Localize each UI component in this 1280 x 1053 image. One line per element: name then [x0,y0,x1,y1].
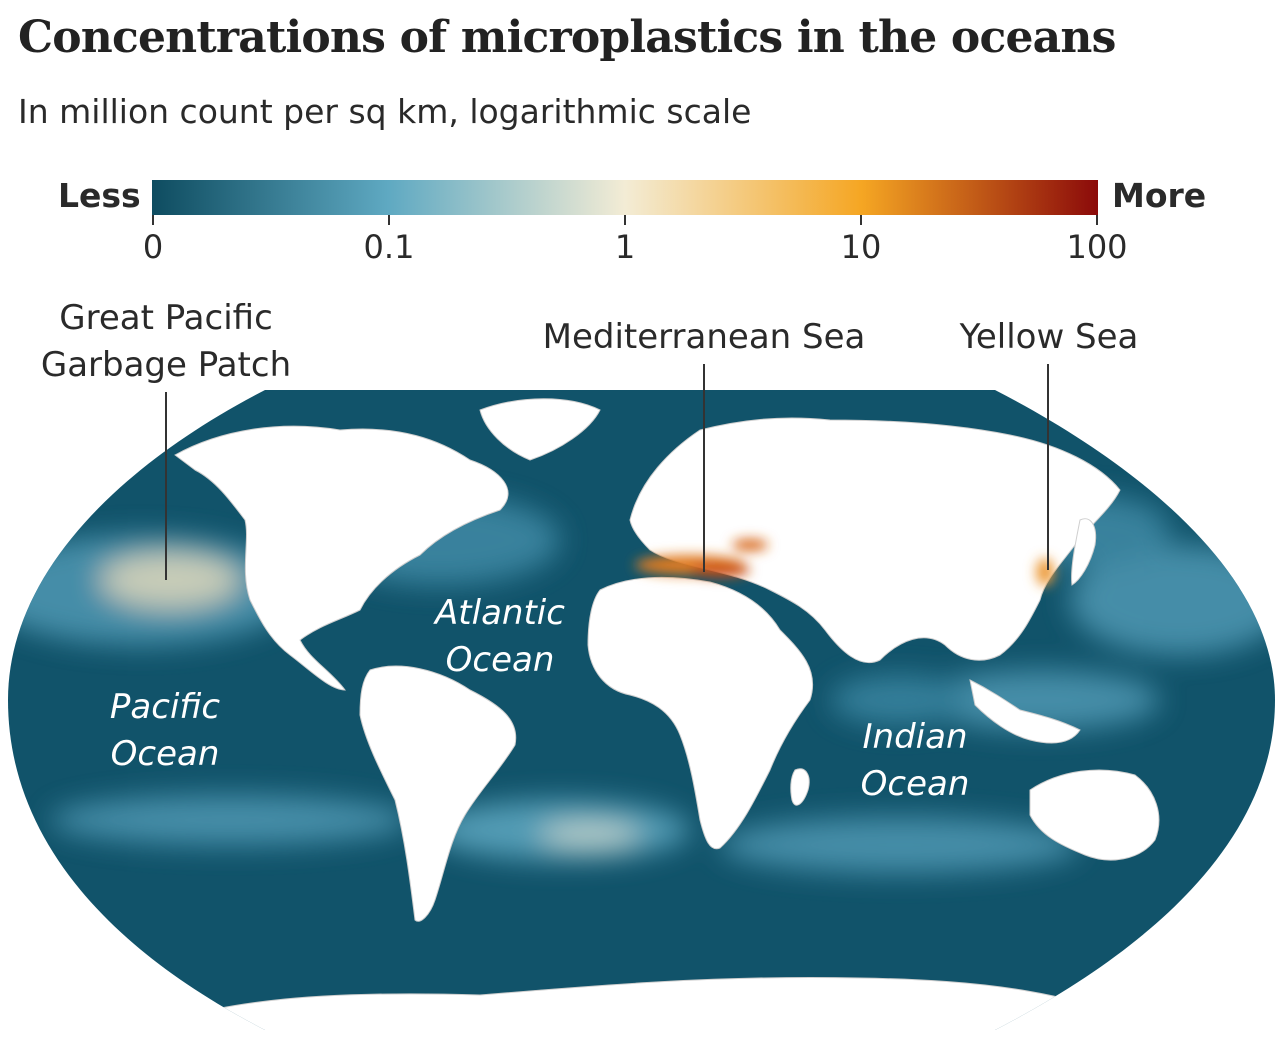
indian-ocean-label: Indian Ocean [820,714,1010,808]
legend-less-label: Less [58,176,141,215]
pacific-patch-line2: Garbage Patch [40,345,292,385]
atlantic-line2: Ocean [445,640,555,680]
japan [1071,518,1097,586]
scale-tick-label: 0.1 [363,228,415,266]
color-scale-bar [152,180,1098,215]
world-map [8,364,1275,1030]
south-america [359,665,517,922]
chart-title: Concentrations of microplastics in the o… [18,12,1116,63]
hotspots [635,539,1054,586]
scale-tick [152,215,154,225]
chart-subtitle: In million count per sq km, logarithmic … [18,92,752,131]
madagascar [790,768,810,806]
pacific-patch-line1: Great Pacific [59,298,273,338]
pacific-line1: Pacific [109,687,221,727]
scale-tick [388,215,390,225]
pacific-patch-callout: Great Pacific Garbage Patch [20,295,312,389]
yellow-sea-callout: Yellow Sea [959,317,1139,357]
scale-tick-label: 10 [840,228,882,266]
africa [587,577,814,850]
eurasia [629,417,1121,664]
indian-line2: Ocean [860,764,970,804]
scale-tick [1096,215,1098,225]
scale-tick [624,215,626,225]
scale-tick-label: 100 [1066,228,1128,266]
pacific-ocean-label: Pacific Ocean [70,684,260,778]
scale-tick [860,215,862,225]
antarctica [119,976,1181,1030]
scale-tick-label: 1 [614,228,636,266]
southeast-asia [969,679,1081,744]
australia [1029,769,1160,861]
legend-more-label: More [1112,176,1207,215]
indian-line1: Indian [862,717,968,757]
atlantic-line1: Atlantic [435,593,565,633]
atlantic-ocean-label: Atlantic Ocean [400,590,600,684]
scale-tick-label: 0 [142,228,164,266]
greenland [479,398,601,461]
mediterranean-callout: Mediterranean Sea [542,317,866,357]
pacific-line2: Ocean [110,734,220,774]
yellow-sea-hotspot [1036,558,1054,586]
north-america [174,425,509,691]
